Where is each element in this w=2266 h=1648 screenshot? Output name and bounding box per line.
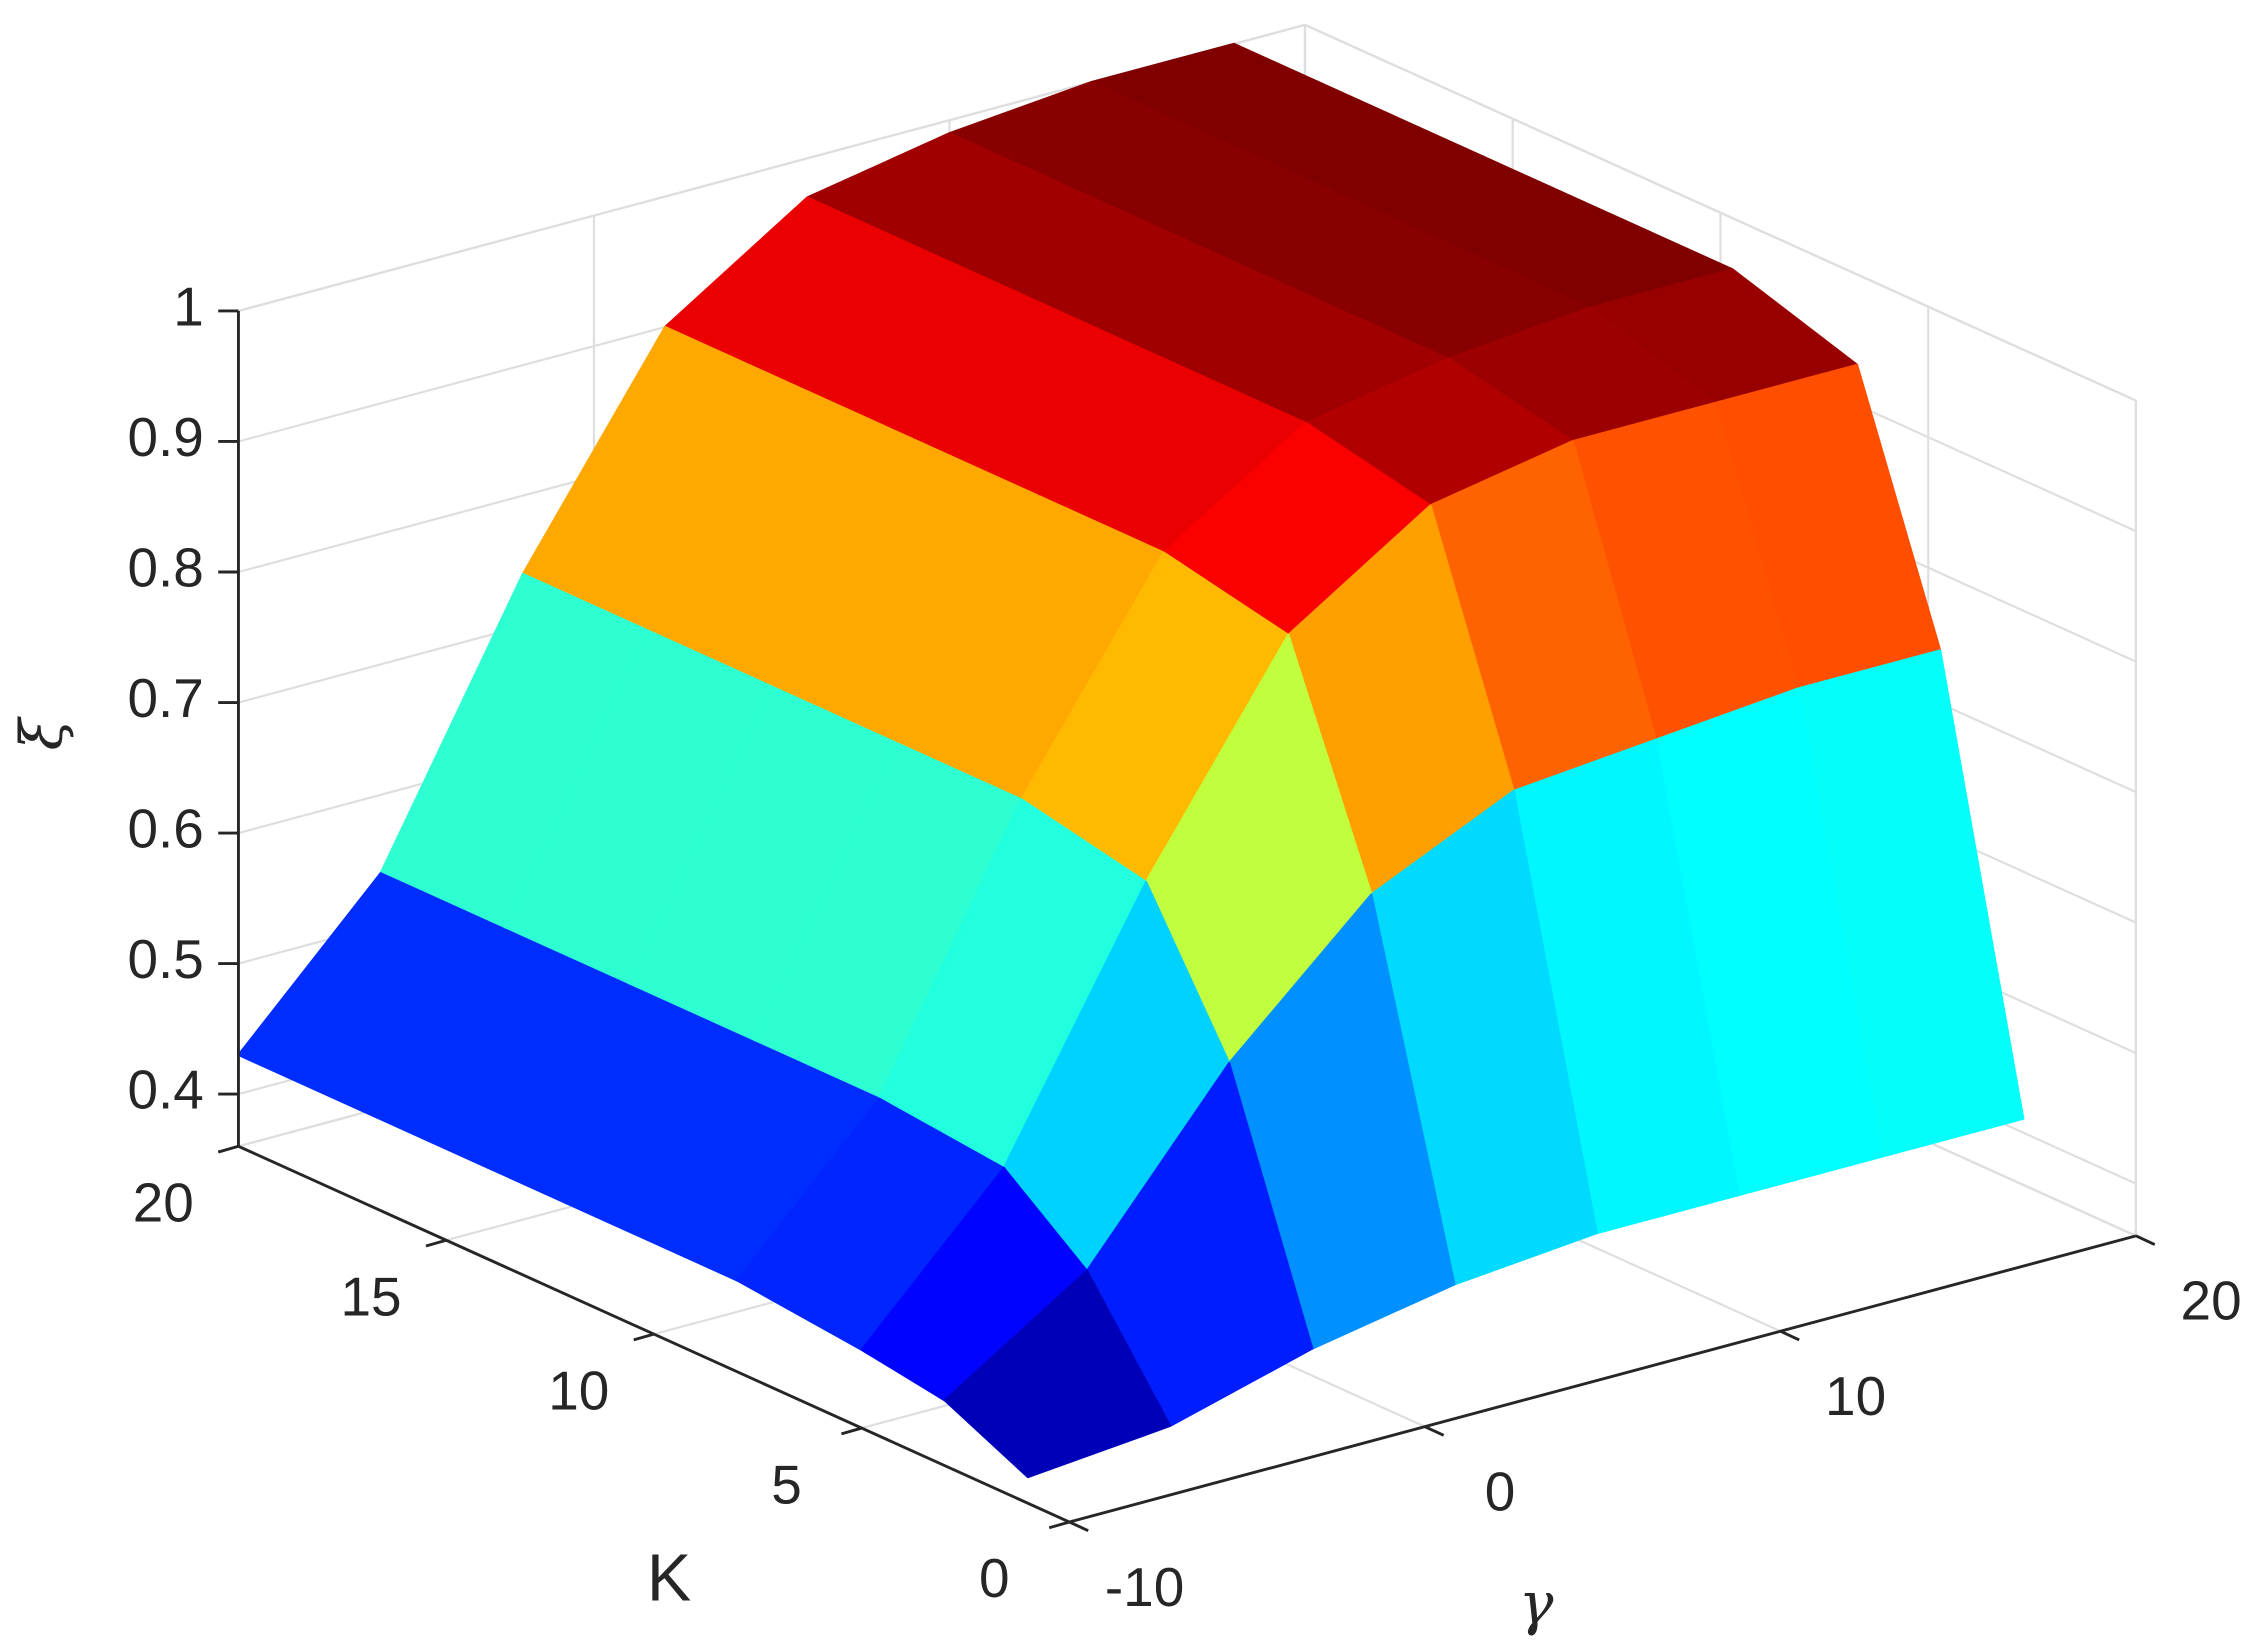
x-tick — [1068, 1520, 1089, 1532]
x-tick-label: -10 — [1105, 1556, 1184, 1618]
surface-patch — [943, 1269, 1172, 1479]
y-tick-label: 0 — [979, 1547, 1010, 1609]
x-tick — [2135, 1234, 2156, 1246]
z-tick-label: 0.7 — [127, 667, 203, 729]
z-tick-label: 0.4 — [127, 1059, 203, 1121]
z-tick-label: 0.5 — [127, 928, 203, 990]
z-tick-label: 0.8 — [127, 537, 203, 599]
z-tick-label: 0.6 — [127, 798, 203, 860]
y-tick-label: 5 — [771, 1453, 802, 1515]
z-axis-label: ξ — [7, 715, 75, 750]
y-tick — [1048, 1520, 1070, 1530]
y-tick — [217, 1144, 239, 1154]
y-tick-label: 15 — [341, 1265, 402, 1327]
x-axis-label: γ — [1519, 1570, 1554, 1638]
x-tick-label: 0 — [1485, 1460, 1516, 1522]
z-tick-label: 1 — [173, 275, 204, 337]
x-tick — [1779, 1329, 1800, 1342]
x-tick-label: 10 — [1825, 1365, 1886, 1427]
y-tick — [633, 1332, 655, 1342]
x-axis — [1069, 1234, 2137, 1524]
y-tick — [841, 1426, 863, 1436]
x-tick — [1424, 1425, 1445, 1437]
z-tick-label: 0.9 — [127, 406, 203, 468]
y-tick-label: 10 — [548, 1359, 609, 1421]
y-tick — [425, 1238, 447, 1248]
y-tick-label: 20 — [133, 1171, 194, 1233]
y-axis-label: K — [647, 1541, 691, 1615]
x-tick-label: 20 — [2181, 1270, 2242, 1332]
